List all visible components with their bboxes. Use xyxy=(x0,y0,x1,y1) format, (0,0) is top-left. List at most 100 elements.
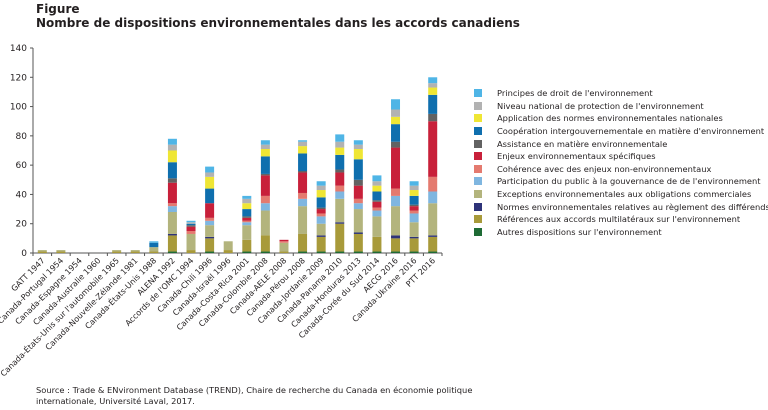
y-tick-label: 140 xyxy=(10,44,27,54)
legend: Principes de droit de l'environnement Niv… xyxy=(474,87,768,238)
legend-label: Participation du public à la gouvernance… xyxy=(497,176,761,187)
bar-segment xyxy=(428,251,438,253)
bar-segment xyxy=(260,210,270,236)
bar-segment xyxy=(428,121,438,177)
bar-segment xyxy=(409,236,419,239)
bar-segment xyxy=(353,251,363,253)
bar-segment xyxy=(316,235,326,237)
bar-segment xyxy=(372,200,382,202)
bar-segment xyxy=(260,140,270,145)
bar-segment xyxy=(428,176,438,192)
legend-swatch xyxy=(474,127,482,136)
bar-segment xyxy=(149,251,159,253)
bar-segment xyxy=(205,238,215,252)
bar-segment xyxy=(205,203,215,218)
bar-segment xyxy=(223,241,233,251)
bar-segment xyxy=(409,210,419,214)
y-tick-label: 80 xyxy=(16,132,28,142)
bar-segment xyxy=(335,154,345,170)
bar-segment xyxy=(391,235,401,239)
bar-segment xyxy=(316,207,326,210)
bar-segment xyxy=(391,109,401,117)
bar-segment xyxy=(130,250,140,252)
bar-segment xyxy=(260,149,270,157)
legend-swatch xyxy=(474,202,482,211)
bar-segment xyxy=(409,206,419,211)
bar-segment xyxy=(260,235,270,252)
legend-label: Niveau national de protection de l'envir… xyxy=(497,100,704,111)
bar-segment xyxy=(316,185,326,191)
bar-segment xyxy=(279,241,289,243)
legend-item: Principes de droit de l'environnement xyxy=(474,87,768,100)
bar-segment xyxy=(409,181,419,186)
stacked-bar-chart: 0 20 40 60 80 100 120 140 GATT 1947Canada-Portu… xyxy=(0,44,443,379)
bar-segment xyxy=(428,87,438,95)
bar-segment xyxy=(316,213,326,217)
legend-label: Exceptions environnementales aux obligat… xyxy=(497,189,752,200)
bar-segment xyxy=(391,99,401,110)
legend-item: Participation du public à la gouvernance… xyxy=(474,175,768,188)
bar-segment xyxy=(167,144,177,151)
legend-swatch xyxy=(474,177,482,186)
bar-segment xyxy=(186,231,196,234)
legend-swatch xyxy=(474,114,482,123)
legend-item: Niveau national de protection de l'envir… xyxy=(474,100,768,113)
y-tick-label: 20 xyxy=(16,220,28,230)
bar-segment xyxy=(149,241,159,243)
bar-segment xyxy=(335,223,345,252)
legend-label: Assistance en matière environnementale xyxy=(497,138,668,149)
bar-segment xyxy=(167,162,177,179)
bar-segment xyxy=(149,242,159,248)
bar-segment xyxy=(335,147,345,155)
bar-segment xyxy=(335,191,345,199)
bar-segment xyxy=(316,181,326,186)
bar-segment xyxy=(316,209,326,214)
bar-segment xyxy=(391,251,401,253)
bar-segment xyxy=(260,144,270,150)
legend-label: Enjeux environnementaux spécifiques xyxy=(497,151,656,162)
legend-swatch xyxy=(474,190,482,199)
bar-segment xyxy=(316,216,326,224)
bar-segment xyxy=(167,138,177,145)
bar-segment xyxy=(298,206,308,234)
bar-segment xyxy=(167,203,177,207)
bar-segment xyxy=(37,250,47,252)
bar-segment xyxy=(372,207,382,211)
bar-segment xyxy=(372,251,382,253)
bar-segment xyxy=(409,195,419,205)
bar-segment xyxy=(335,141,345,148)
bar-segment xyxy=(335,169,345,173)
bar-segment xyxy=(409,213,419,223)
bar-segment xyxy=(186,226,196,232)
bar-segment xyxy=(391,147,401,189)
legend-item: Coopération intergouvernementale en mati… xyxy=(474,125,768,138)
bar-segment xyxy=(298,198,308,207)
bar-segment xyxy=(260,173,270,176)
bar-segment xyxy=(186,222,196,224)
bar-segment xyxy=(112,250,122,252)
bar-segment xyxy=(428,191,438,204)
bar-segment xyxy=(335,172,345,186)
bar-segment xyxy=(428,77,438,84)
bar-segment xyxy=(372,210,382,217)
source-line-1: Source : Trade & ENvironment Database (T… xyxy=(36,385,473,395)
legend-swatch xyxy=(474,101,482,110)
bar-segment xyxy=(167,182,177,204)
bar-segment xyxy=(167,233,177,236)
legend-swatch xyxy=(474,152,482,161)
bar-segment xyxy=(428,113,438,122)
bar-segment xyxy=(298,171,308,173)
bar-segment xyxy=(205,220,215,226)
bar-segment xyxy=(112,251,122,253)
y-tick-label: 60 xyxy=(16,161,28,171)
bar-segment xyxy=(205,236,215,239)
bar-segment xyxy=(167,206,177,212)
bar-segment xyxy=(260,251,270,253)
legend-item: Autres dispositions sur l'environnement xyxy=(474,226,768,239)
legend-item: Enjeux environnementaux spécifiques xyxy=(474,150,768,163)
bar-segment xyxy=(260,156,270,174)
figure-label: Figure xyxy=(36,2,80,16)
bar-segment xyxy=(242,220,252,223)
legend-label: Application des normes environnementales… xyxy=(497,113,723,124)
